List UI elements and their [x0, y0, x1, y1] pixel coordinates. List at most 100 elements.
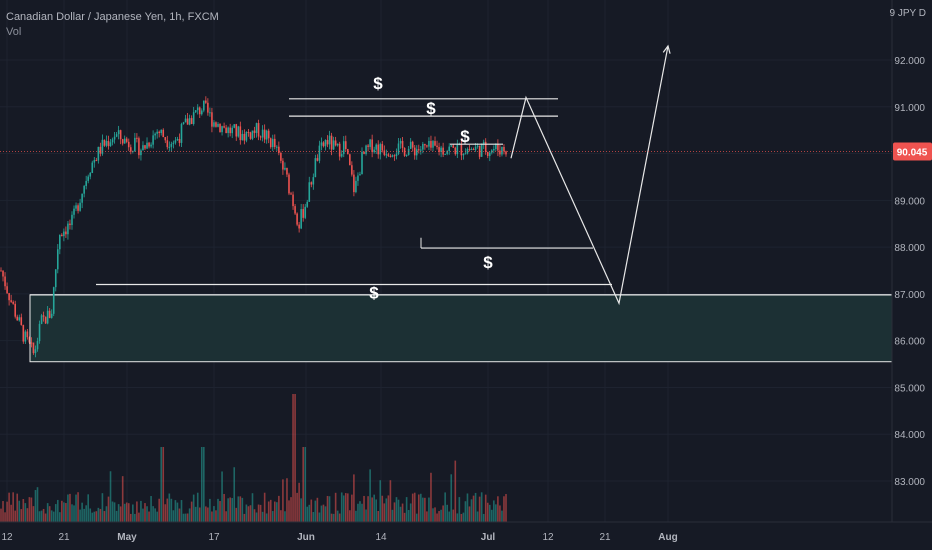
- volume-bar: [450, 474, 453, 522]
- volume-bar: [71, 504, 73, 522]
- candle-body: [97, 146, 100, 161]
- volume-bar: [292, 394, 294, 522]
- candle-body: [46, 310, 49, 324]
- volume-bar: [458, 497, 461, 522]
- dollar-marker: $: [426, 99, 436, 118]
- candle-body: [227, 127, 229, 133]
- volume-bar: [468, 506, 471, 522]
- volume-bar: [426, 511, 428, 522]
- volume-bar: [436, 513, 438, 522]
- candle-body: [85, 180, 87, 186]
- volume-bar: [73, 505, 75, 522]
- volume-bar: [194, 506, 197, 522]
- volume-bar: [373, 494, 375, 522]
- candle-body: [336, 143, 339, 146]
- volume-bar: [499, 505, 501, 522]
- volume-bar: [263, 492, 266, 522]
- volume-bar: [259, 504, 262, 522]
- volume-bar: [198, 507, 201, 522]
- volume-bar: [119, 506, 122, 522]
- volume-bar: [249, 505, 252, 522]
- x-tick-label: Jun: [297, 532, 315, 543]
- candle-body: [6, 286, 8, 294]
- volume-bar: [409, 503, 412, 522]
- candle-body: [103, 139, 106, 146]
- volume-bar: [470, 499, 473, 522]
- volume-bar: [134, 513, 136, 522]
- candle-body: [176, 139, 179, 141]
- candle-body: [50, 313, 53, 318]
- candle-body: [83, 185, 85, 194]
- y-tick-label: 91.000: [894, 103, 925, 114]
- candle-body: [395, 153, 398, 157]
- volume-indicator-label[interactable]: Vol: [6, 26, 22, 38]
- volume-bar: [233, 467, 236, 522]
- volume-bar: [304, 447, 307, 522]
- volume-bar: [188, 508, 191, 522]
- volume-bar: [369, 469, 371, 522]
- candle-body: [101, 139, 104, 154]
- volume-bar: [247, 506, 250, 522]
- volume-bar: [30, 497, 33, 522]
- volume-bar: [59, 512, 61, 522]
- volume-bar: [186, 513, 189, 522]
- candle-body: [95, 160, 98, 162]
- candle-body: [318, 145, 321, 161]
- candle-body: [156, 131, 158, 134]
- candle-body: [172, 142, 175, 144]
- volume-bar: [142, 508, 144, 522]
- candle-body: [369, 139, 371, 147]
- candle-body: [129, 147, 132, 152]
- candle-body: [16, 316, 19, 321]
- x-tick-label: 21: [599, 532, 611, 543]
- candle-body: [247, 131, 250, 133]
- volume-bars: [0, 394, 507, 522]
- symbol-title[interactable]: Canadian Dollar / Japanese Yen, 1h, FXCM: [6, 11, 219, 23]
- candle-body: [22, 324, 25, 342]
- currency-label[interactable]: 9 JPY D: [889, 8, 927, 19]
- volume-bar: [115, 510, 118, 522]
- candle-body: [178, 139, 181, 143]
- volume-bar: [132, 504, 134, 522]
- candle-body: [501, 146, 503, 155]
- volume-bar: [328, 496, 331, 522]
- candle-body: [383, 150, 386, 155]
- volume-bar: [8, 492, 10, 522]
- volume-bar: [237, 496, 240, 522]
- volume-bar: [209, 498, 211, 522]
- candle-body: [146, 142, 148, 149]
- volume-bar: [491, 509, 493, 522]
- candle-body: [91, 162, 94, 173]
- candle-body: [111, 139, 114, 143]
- volume-bar: [12, 492, 14, 522]
- candle-body: [316, 158, 319, 161]
- candle-body: [160, 129, 163, 134]
- candle-body: [261, 129, 264, 138]
- candle-body: [99, 146, 102, 154]
- volume-bar: [351, 494, 353, 522]
- demand-zone-rect: [29, 294, 893, 363]
- candle-body: [269, 138, 272, 148]
- candle-body: [468, 148, 471, 150]
- volume-bar: [69, 493, 71, 522]
- price-tag-text: 90.045: [897, 147, 928, 158]
- volume-bar: [150, 496, 152, 522]
- volume-bar: [306, 506, 309, 522]
- candle-body: [428, 140, 430, 147]
- candle-body: [136, 137, 138, 139]
- volume-bar: [332, 513, 335, 522]
- candle-body: [288, 174, 290, 194]
- volume-bar: [223, 493, 225, 522]
- volume-bar: [407, 510, 410, 522]
- volume-bar: [288, 500, 290, 522]
- candle-body: [109, 142, 112, 147]
- volume-bar: [415, 513, 418, 522]
- candle-body: [186, 118, 189, 125]
- price-candles: [0, 96, 507, 358]
- volume-bar: [109, 471, 112, 522]
- volume-bar: [401, 503, 404, 522]
- x-axis[interactable]: 12 21 May 17 Jun 14 Jul 12 21 Aug: [1, 532, 677, 543]
- volume-bar: [229, 497, 231, 522]
- candle-body: [359, 174, 361, 176]
